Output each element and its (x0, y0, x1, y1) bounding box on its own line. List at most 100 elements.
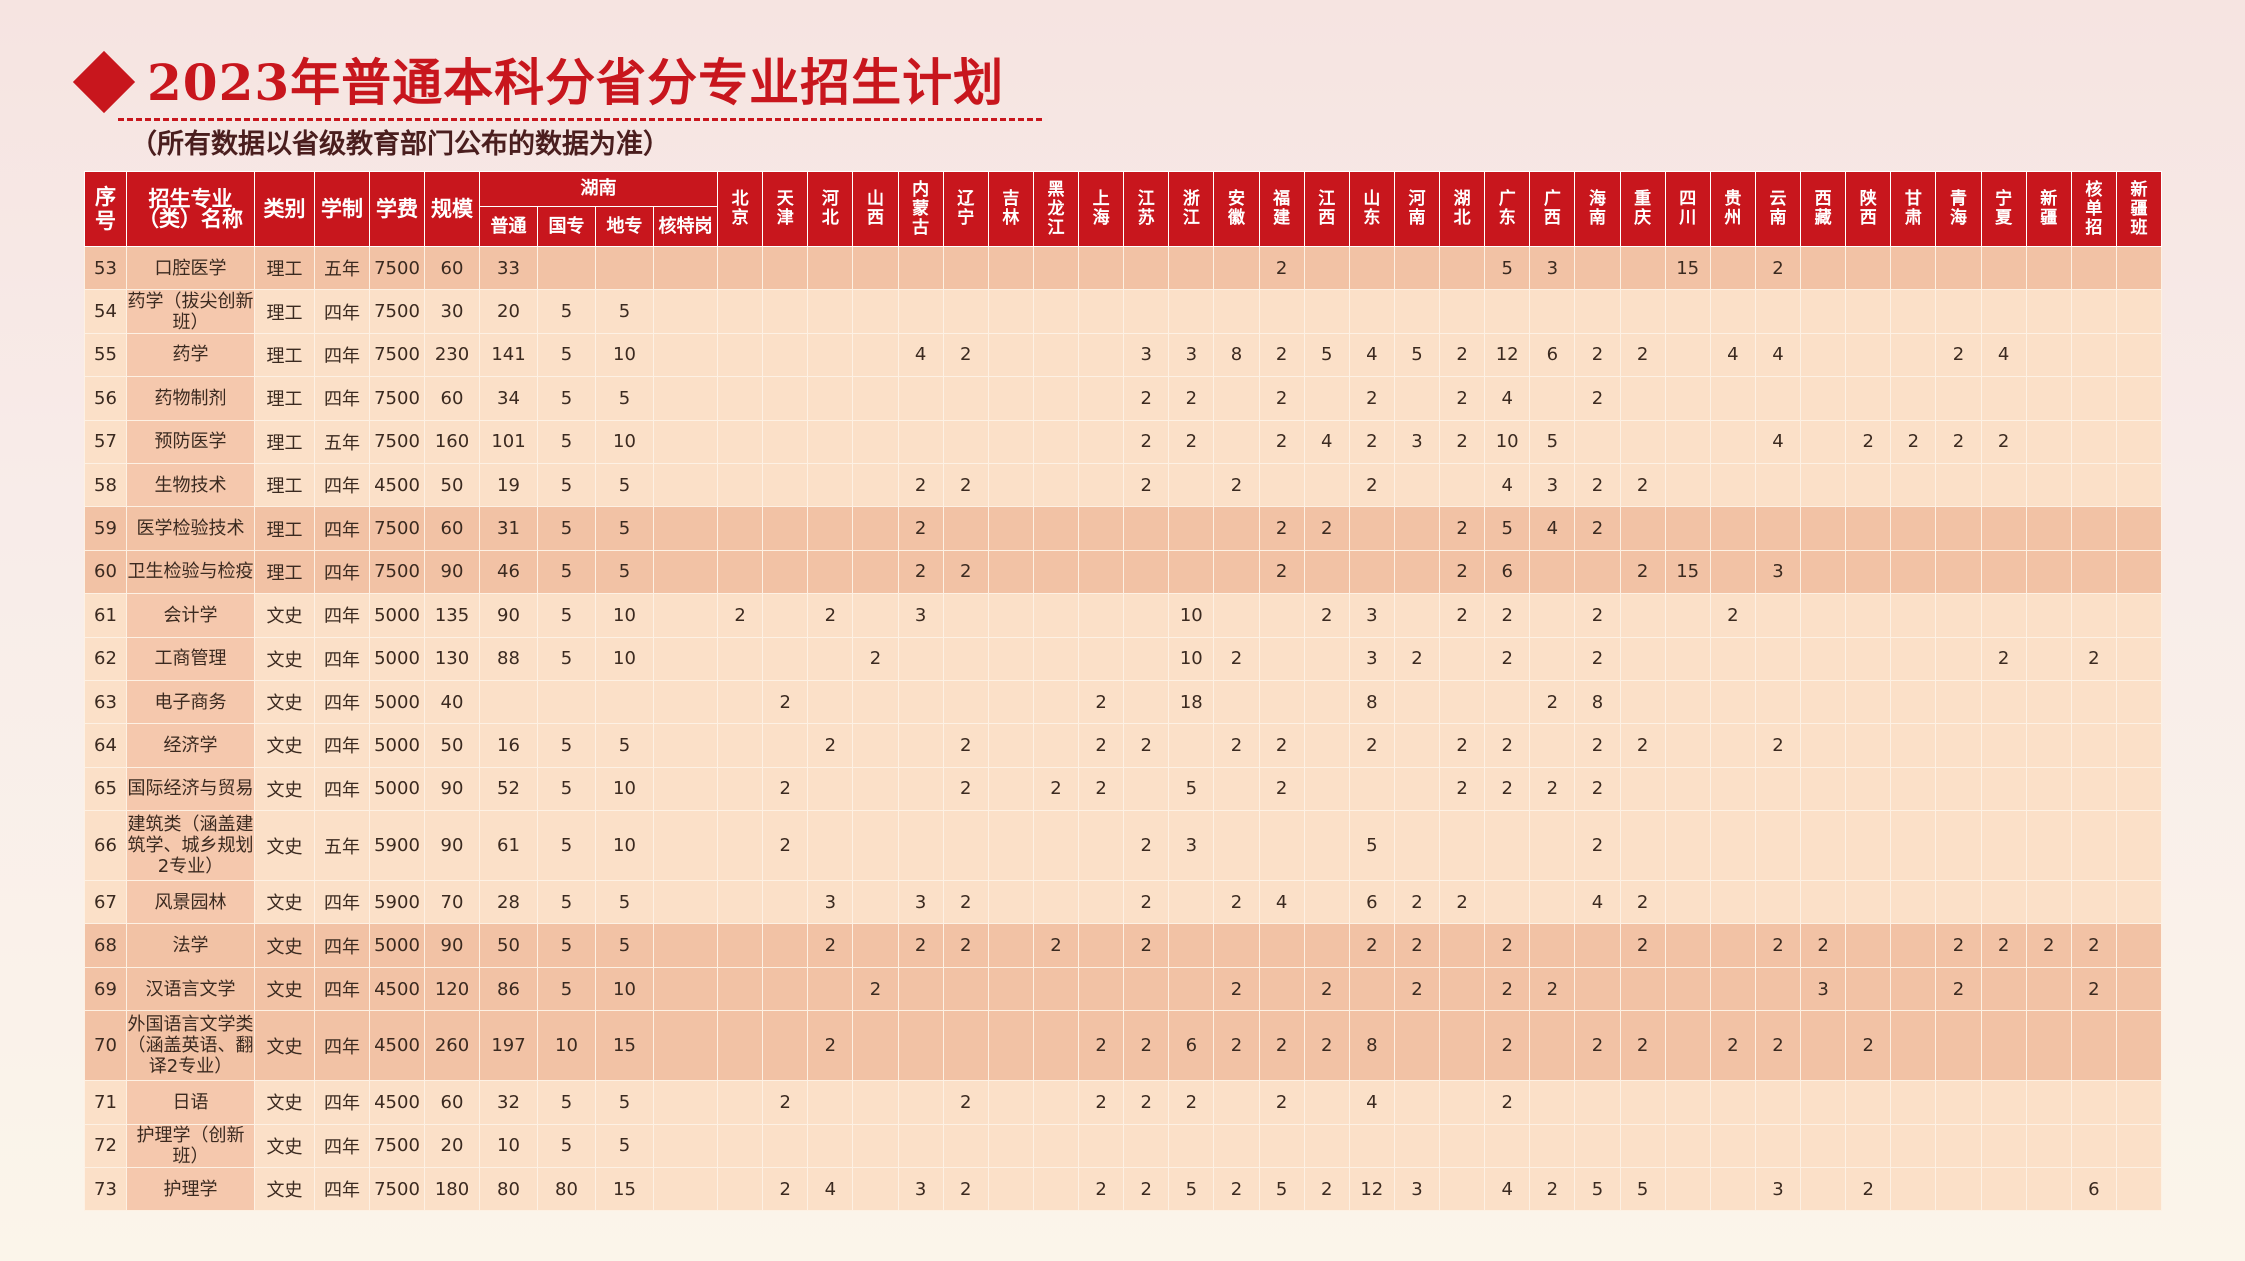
cell-province (2025, 766, 2072, 812)
cell-province: 2 (762, 766, 809, 812)
cell-province (2115, 1167, 2163, 1212)
cell-province: 2 (1303, 1010, 1350, 1082)
cell-province: 3 (1393, 1167, 1441, 1212)
cell-province (762, 506, 809, 551)
cell-province (1077, 376, 1125, 421)
cell-province (1845, 966, 1892, 1012)
cell-province: 3 (807, 880, 854, 925)
cell-province (2115, 419, 2163, 464)
cell-seq: 66 (84, 810, 127, 882)
cell-province (1980, 1080, 2027, 1125)
cell-province: 4 (1754, 419, 1802, 464)
cell-province (1799, 289, 1847, 334)
cell-province (2070, 1123, 2117, 1169)
cell-province: 4 (1754, 332, 1802, 378)
cell-province (2070, 1010, 2117, 1082)
cell-major: 经济学 (126, 723, 255, 768)
cell-province (1484, 810, 1531, 882)
table-row: 53 口腔医学 理工 五年 7500 60 33 2 5 3 15 2 (84, 245, 2163, 291)
cell-province (807, 679, 854, 725)
cell-province (987, 549, 1034, 595)
cell-hunan (653, 636, 718, 681)
cell-province (942, 1010, 989, 1082)
cell-hunan: 5 (537, 766, 596, 812)
cell-province (897, 376, 944, 421)
cell-province (1845, 723, 1892, 768)
cell-fee: 4500 (369, 1080, 425, 1125)
cell-province (1845, 880, 1892, 925)
cell-province: 2 (1213, 880, 1260, 925)
cell-province (1393, 376, 1441, 421)
cell-province (987, 1080, 1034, 1125)
cell-province (1935, 593, 1982, 638)
cell-province: 2 (1077, 1080, 1125, 1125)
cell-hunan (653, 966, 718, 1012)
cell-province (1303, 462, 1350, 508)
cell-province (2070, 679, 2117, 725)
cell-province: 2 (1529, 679, 1576, 725)
cell-scale: 260 (424, 1010, 480, 1082)
cell-province (1574, 923, 1621, 968)
cell-province (1845, 245, 1892, 291)
cell-province: 2 (1438, 549, 1486, 595)
cell-province: 2 (1258, 1080, 1305, 1125)
cell-province (1077, 332, 1125, 378)
cell-hunan: 10 (595, 332, 654, 378)
cell-type: 文史 (254, 593, 315, 638)
cell-type: 文史 (254, 923, 315, 968)
cell-province (852, 376, 899, 421)
cell-seq: 64 (84, 723, 127, 768)
cell-province (2025, 1167, 2072, 1212)
cell-type: 理工 (254, 376, 315, 421)
cell-province (1303, 289, 1350, 334)
cell-province: 2 (1574, 723, 1621, 768)
cell-province: 2 (1213, 966, 1260, 1012)
cell-province (1438, 1123, 1486, 1169)
cell-province (1935, 1080, 1982, 1125)
cell-province (897, 1010, 944, 1082)
cell-province: 2 (942, 723, 989, 768)
cell-province (716, 1123, 764, 1169)
cell-years: 四年 (314, 593, 370, 638)
cell-province (762, 1010, 809, 1082)
cell-province (852, 810, 899, 882)
cell-province (716, 419, 764, 464)
cell-province (1799, 593, 1847, 638)
cell-province (1935, 880, 1982, 925)
cell-province (942, 810, 989, 882)
cell-hunan: 5 (595, 723, 654, 768)
cell-province (1845, 462, 1892, 508)
cell-province: 2 (1258, 1010, 1305, 1082)
cell-province: 3 (1168, 332, 1215, 378)
header-province: 四川 (1664, 171, 1711, 247)
cell-fee: 4500 (369, 966, 425, 1012)
cell-province (1754, 1123, 1802, 1169)
cell-province (1845, 549, 1892, 595)
cell-province (1619, 679, 1666, 725)
cell-province (1438, 966, 1486, 1012)
cell-province (1484, 1123, 1531, 1169)
cell-seq: 58 (84, 462, 127, 508)
cell-province (1032, 636, 1080, 681)
cell-province (1709, 245, 1756, 291)
cell-province (1664, 1123, 1711, 1169)
cell-province: 2 (897, 923, 944, 968)
table-row: 58 生物技术 理工 四年 4500 50 19 5 5 2 2 2 2 2 4 3 2 2 (84, 462, 2163, 508)
cell-years: 四年 (314, 289, 370, 334)
cell-province (716, 810, 764, 882)
cell-hunan: 141 (479, 332, 538, 378)
cell-province: 2 (852, 966, 899, 1012)
cell-hunan: 80 (537, 1167, 596, 1212)
cell-province (2025, 245, 2072, 291)
cell-province: 2 (1619, 880, 1666, 925)
cell-province (2115, 549, 2163, 595)
cell-province (1664, 723, 1711, 768)
cell-province (1438, 245, 1486, 291)
cell-province (807, 766, 854, 812)
cell-province (1077, 549, 1125, 595)
cell-major: 工商管理 (126, 636, 255, 681)
cell-hunan: 90 (479, 593, 538, 638)
cell-province: 3 (1348, 593, 1395, 638)
cell-province (1935, 723, 1982, 768)
table-row: 65 国际经济与贸易 文史 四年 5000 90 52 5 10 2 2 2 2 5 2 2 2 2 2 (84, 766, 2163, 812)
